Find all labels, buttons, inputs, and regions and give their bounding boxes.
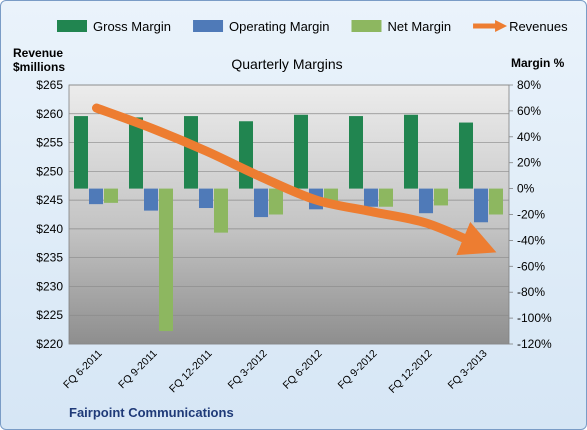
- left-tick-label: $260: [36, 107, 63, 121]
- chart-title: Quarterly Margins: [231, 56, 342, 72]
- gross-margin-bar: [349, 116, 363, 189]
- operating-margin-legend-swatch: [193, 20, 224, 32]
- gross-margin-bar: [404, 114, 418, 189]
- operating-margin-bar: [199, 188, 213, 209]
- gross-margin-bar: [294, 114, 308, 189]
- category-label: FQ 9-2012: [336, 348, 380, 392]
- left-tick-label: $255: [36, 136, 63, 150]
- operating-margin-bar: [254, 188, 268, 218]
- category-label: FQ 9-2011: [116, 348, 160, 392]
- net-margin-bar: [104, 188, 118, 203]
- net-margin-bar: [269, 188, 283, 215]
- operating-margin-bar: [419, 188, 433, 214]
- net-margin-bar: [159, 188, 173, 332]
- category-label: FQ 3-2013: [446, 348, 490, 392]
- category-label: FQ 3-2012: [226, 348, 270, 392]
- gross-margin-bar: [74, 116, 88, 189]
- right-tick-label: 40%: [517, 130, 541, 144]
- operating-margin-bar: [89, 188, 103, 205]
- category-label: FQ 6-2012: [281, 348, 325, 392]
- left-axis-label-line2: $millions: [13, 60, 65, 74]
- right-tick-label: 0%: [517, 182, 535, 196]
- right-tick-label: 20%: [517, 156, 541, 170]
- right-tick-label: -80%: [517, 285, 545, 299]
- left-tick-label: $235: [36, 251, 63, 265]
- left-tick-label: $250: [36, 164, 63, 178]
- operating-margin-bar: [474, 188, 488, 223]
- revenues-line: [92, 103, 497, 256]
- right-tick-label: -20%: [517, 208, 545, 222]
- net-margin-bar: [214, 188, 228, 233]
- left-tick-label: $220: [36, 337, 63, 351]
- left-tick-label: $245: [36, 193, 63, 207]
- right-axis-label: Margin %: [511, 56, 565, 70]
- net-margin-bar: [489, 188, 503, 215]
- gross-margin-bar: [129, 117, 143, 189]
- category-label: FQ 12-2012: [387, 348, 435, 396]
- category-label: FQ 6-2011: [61, 348, 105, 392]
- net-margin-legend-swatch: [351, 20, 382, 32]
- right-tick-label: 80%: [517, 78, 541, 92]
- left-tick-label: $230: [36, 279, 63, 293]
- footer-company: Fairpoint Communications: [69, 405, 234, 420]
- gross-margin-legend-label: Gross Margin: [93, 19, 171, 34]
- gross-margin-bar: [239, 121, 253, 189]
- operating-margin-legend-label: Operating Margin: [229, 19, 329, 34]
- gross-margin-bar: [184, 116, 198, 189]
- right-tick-label: 60%: [517, 104, 541, 118]
- net-margin-legend-label: Net Margin: [387, 19, 451, 34]
- right-tick-label: -40%: [517, 233, 545, 247]
- gross-margin-legend-swatch: [57, 20, 87, 32]
- left-axis-label-line1: Revenue: [13, 46, 63, 60]
- category-label: FQ 12-2011: [167, 348, 215, 396]
- operating-margin-bar: [144, 188, 158, 211]
- operating-margin-bar: [364, 188, 378, 207]
- left-tick-label: $240: [36, 222, 63, 236]
- right-tick-label: -120%: [517, 337, 552, 351]
- net-margin-bar: [379, 188, 393, 207]
- gross-margin-bar: [459, 122, 473, 189]
- net-margin-bar: [434, 188, 448, 206]
- left-tick-label: $265: [36, 78, 63, 92]
- right-tick-label: -100%: [517, 311, 552, 325]
- revenues-legend-label: Revenues: [509, 19, 568, 34]
- revenues-legend-arrow: [495, 20, 508, 32]
- right-tick-label: -60%: [517, 259, 545, 273]
- left-tick-label: $225: [36, 308, 63, 322]
